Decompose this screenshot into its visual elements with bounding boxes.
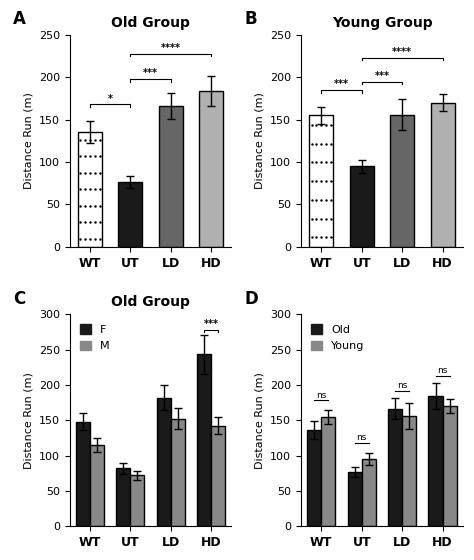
Bar (90, 445, 104, 526)
Bar (159, 106, 183, 247)
Y-axis label: Distance Run (m): Distance Run (m) (255, 372, 264, 469)
Bar (347, 472, 362, 526)
Bar (118, 181, 142, 247)
Bar (388, 409, 402, 526)
Bar (390, 115, 414, 247)
Text: ns: ns (316, 391, 327, 400)
Legend: Old, Young: Old, Young (307, 320, 369, 356)
Y-axis label: Distance Run (m): Distance Run (m) (255, 92, 264, 189)
Bar (197, 354, 211, 526)
Text: A: A (13, 10, 26, 29)
Y-axis label: Distance Run (m): Distance Run (m) (23, 372, 33, 469)
Text: ****: **** (161, 43, 181, 53)
Title: Old Group: Old Group (111, 16, 190, 30)
Bar (362, 459, 376, 526)
Text: D: D (244, 290, 258, 307)
Bar (78, 132, 102, 247)
Y-axis label: Distance Run (m): Distance Run (m) (23, 92, 33, 189)
Bar (321, 417, 336, 526)
Text: ns: ns (397, 381, 407, 390)
Text: ***: *** (204, 319, 219, 329)
Bar (430, 102, 455, 247)
Text: ****: **** (392, 47, 412, 57)
Text: ***: *** (374, 71, 390, 81)
Bar (171, 419, 185, 526)
Bar (76, 422, 90, 526)
Text: ***: *** (143, 68, 158, 78)
Text: B: B (244, 10, 257, 29)
Bar (211, 426, 225, 526)
Bar (156, 398, 171, 526)
Bar (309, 115, 333, 247)
Bar (443, 406, 457, 526)
Text: *: * (108, 94, 112, 104)
Bar (349, 166, 374, 247)
Legend: F, M: F, M (75, 320, 114, 356)
Bar (307, 430, 321, 526)
Title: Old Group: Old Group (111, 295, 190, 309)
Bar (428, 396, 443, 526)
Text: ***: *** (334, 79, 349, 89)
Title: Young Group: Young Group (332, 16, 432, 30)
Bar (199, 91, 223, 247)
Text: ns: ns (356, 433, 367, 442)
Text: C: C (13, 290, 25, 307)
Bar (130, 475, 145, 526)
Text: ns: ns (438, 366, 448, 375)
Bar (116, 468, 130, 526)
Bar (402, 416, 416, 526)
